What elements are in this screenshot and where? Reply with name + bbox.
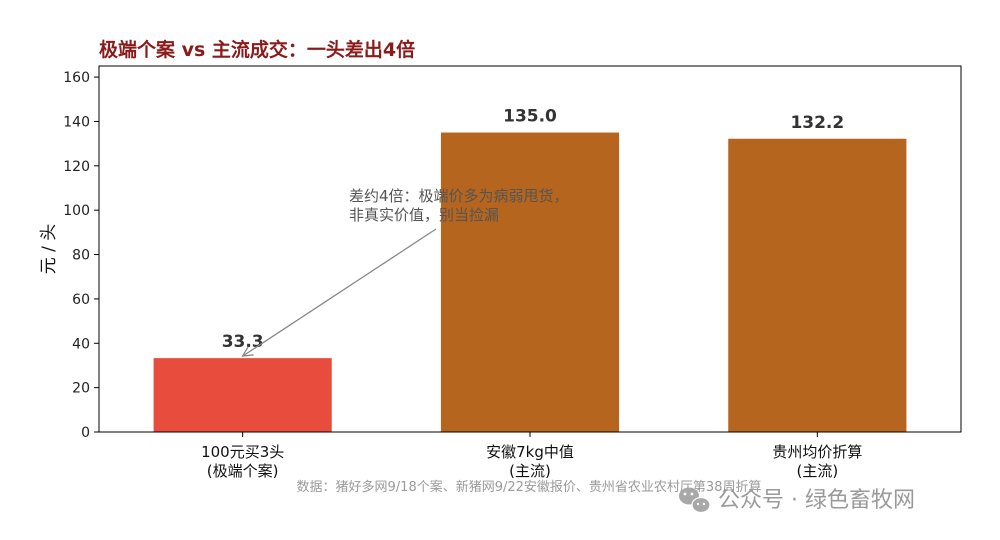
watermark-text: 公众号 · 绿色畜牧网 xyxy=(718,488,915,513)
y-tick-label: 100 xyxy=(63,203,90,219)
wechat-icon xyxy=(679,487,711,514)
annotation-arrow xyxy=(243,228,437,356)
y-tick-label: 60 xyxy=(72,292,90,308)
bar xyxy=(153,358,332,432)
watermark: 公众号 · 绿色畜牧网 xyxy=(679,487,915,514)
y-tick-label: 160 xyxy=(63,70,90,86)
bars-group xyxy=(153,132,907,433)
source-note: 数据：猪好多网9/18个案、新猪网9/22安徽报价、贵州省农业农村厅第38周折算 xyxy=(297,479,762,495)
x-tick-label: 安徽7kg中值 xyxy=(486,443,574,461)
x-tick-label: (主流) xyxy=(796,462,838,480)
value-labels-group: 33.3 135.0 132.2 xyxy=(222,107,845,353)
bar-value-label: 33.3 xyxy=(222,332,264,352)
y-tick-label: 120 xyxy=(63,159,90,175)
bar xyxy=(728,138,907,433)
y-axis-label: 元 / 头 xyxy=(39,224,59,275)
y-tick-label: 20 xyxy=(72,381,90,397)
annotation-line-1: 差约4倍：极端价多为病弱甩货， xyxy=(349,187,569,205)
y-tick-label: 80 xyxy=(72,248,90,264)
chart-title: 极端个案 vs 主流成交：一头差出4倍 xyxy=(99,38,415,61)
x-axis-ticks: 100元买3头(极端个案)安徽7kg中值(主流)贵州均价折算(主流) xyxy=(201,432,862,480)
x-tick-label: 100元买3头 xyxy=(201,443,284,461)
bar-value-label: 132.2 xyxy=(790,113,844,133)
y-tick-label: 140 xyxy=(63,114,90,130)
bar-value-label: 135.0 xyxy=(503,107,557,127)
x-tick-label: 贵州均价折算 xyxy=(772,443,862,461)
plot-frame xyxy=(98,65,962,433)
y-tick-label: 0 xyxy=(81,425,90,441)
annotation: 差约4倍：极端价多为病弱甩货， 非真实价值，别当捡漏 xyxy=(243,187,569,356)
y-tick-label: 40 xyxy=(72,336,90,352)
x-tick-label: (极端个案) xyxy=(207,462,279,480)
x-tick-label: (主流) xyxy=(509,462,551,480)
y-axis-ticks: 0 20 40 60 80 100 120 140 160 xyxy=(63,70,99,441)
annotation-line-2: 非真实价值，别当捡漏 xyxy=(349,206,499,224)
bar xyxy=(440,132,620,432)
